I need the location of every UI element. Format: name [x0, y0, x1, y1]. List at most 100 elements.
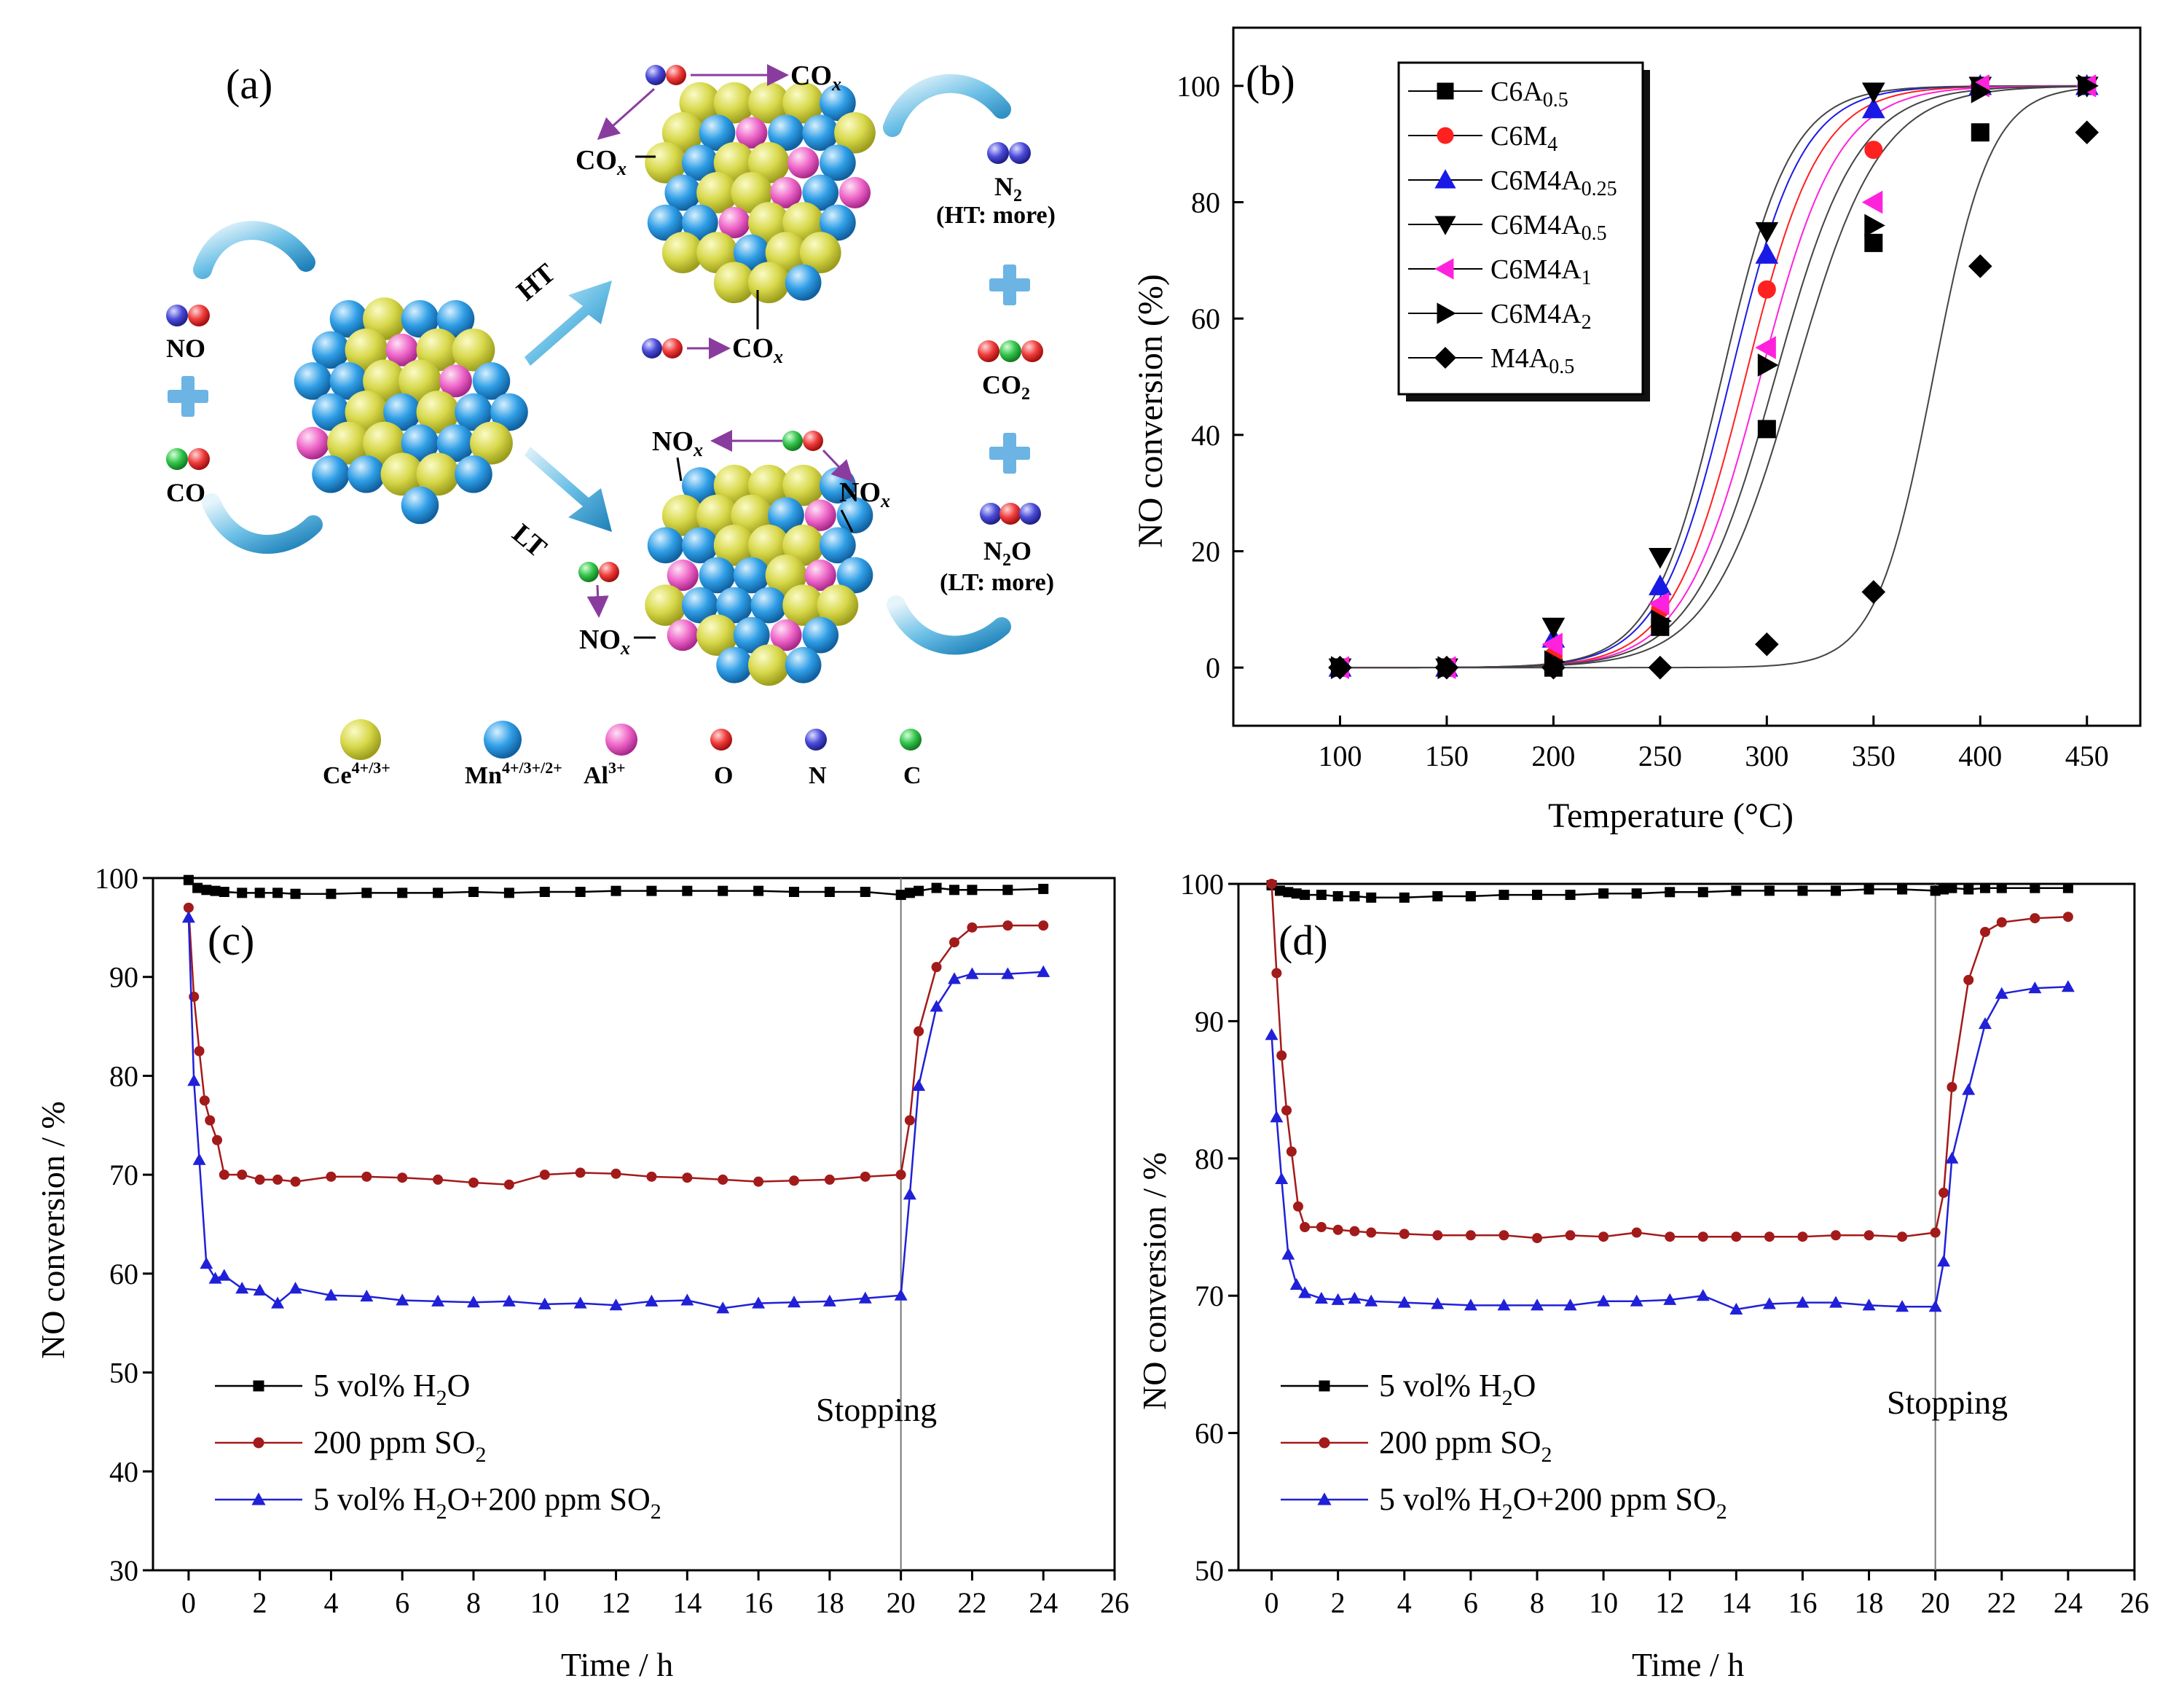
- ce-atom: [470, 421, 513, 465]
- ce-atom: [713, 262, 755, 304]
- data-point: [539, 1170, 550, 1180]
- data-point: [1271, 968, 1282, 979]
- x-tick-label: 150: [1425, 740, 1469, 772]
- data-point: [254, 1174, 265, 1185]
- data-point: [965, 967, 979, 979]
- atom-legend-label: Al3+: [584, 759, 626, 789]
- ce-atom: [380, 453, 424, 496]
- legend-marker: [1317, 1492, 1332, 1505]
- data-point: [1281, 1247, 1295, 1260]
- y-tick-label: 50: [109, 1357, 138, 1390]
- x-tick-label: 16: [1788, 1586, 1817, 1619]
- ce-atom: [363, 421, 406, 465]
- data-point: [1797, 1231, 1808, 1242]
- legend-label: 5 vol% H2O+200 ppm SO2: [1379, 1481, 1727, 1524]
- mn-atom: [682, 587, 718, 624]
- legend-marker: [1434, 346, 1457, 369]
- data-point: [1332, 890, 1343, 901]
- legend-label: C6M4A2: [1490, 299, 1592, 334]
- n2o-label: N2O: [983, 536, 1032, 570]
- data-point: [646, 1171, 657, 1182]
- data-point: [431, 1294, 445, 1307]
- atom-legend-label: C: [903, 762, 922, 789]
- data-point: [1649, 574, 1672, 595]
- panel-a-schematic: (a) NO CO HT LT COx: [166, 60, 1056, 789]
- data-point: [271, 1296, 285, 1309]
- data-point: [1697, 1231, 1708, 1242]
- data-point: [682, 885, 693, 896]
- data-point: [1498, 890, 1509, 901]
- legend-label: C6M4: [1490, 121, 1558, 156]
- curved-arrow-icon: [193, 221, 315, 279]
- data-point: [1729, 1302, 1743, 1315]
- data-point: [787, 1296, 801, 1308]
- mn-atom: [682, 144, 718, 181]
- data-point: [1432, 890, 1443, 901]
- x-tick-label: 12: [602, 1586, 631, 1619]
- mn-atom: [682, 467, 718, 504]
- ce-atom: [765, 555, 807, 596]
- data-point: [610, 885, 621, 896]
- mn-atom: [401, 486, 439, 525]
- reactant-co-label: CO: [166, 478, 205, 507]
- data-point: [1332, 1224, 1343, 1235]
- data-point: [1980, 882, 1990, 893]
- data-point: [192, 1153, 206, 1165]
- plus-icon: [168, 376, 208, 417]
- data-point: [1764, 885, 1775, 896]
- data-point: [183, 874, 194, 885]
- mn-atom: [733, 234, 770, 271]
- data-point: [1366, 1227, 1377, 1238]
- data-point: [1996, 882, 2007, 893]
- data-point: [1797, 885, 1808, 896]
- x-tick-label: 100: [1318, 740, 1362, 772]
- data-point: [199, 1095, 210, 1106]
- data-point: [1348, 1291, 1362, 1304]
- al-atom: [804, 499, 836, 531]
- data-point: [502, 1294, 516, 1307]
- ce-atom: [645, 141, 686, 184]
- data-point: [397, 1172, 408, 1183]
- data-point: [1349, 1226, 1360, 1237]
- c-legend-icon: [900, 729, 922, 751]
- data-point: [1286, 1146, 1297, 1157]
- data-point: [1755, 222, 1779, 243]
- data-point: [217, 1269, 231, 1281]
- data-point: [1864, 233, 1883, 252]
- data-point: [360, 1289, 374, 1302]
- data-point: [219, 1170, 229, 1180]
- chart-legend: C6A0.5C6M4C6M4A0.25C6M4A0.5C6M4A1C6M4A2M…: [1397, 61, 1650, 401]
- n-legend-icon: [805, 729, 827, 751]
- data-point: [789, 887, 799, 897]
- x-tick-label: 200: [1531, 740, 1575, 772]
- data-point: [503, 888, 514, 898]
- data-point: [949, 937, 959, 948]
- ce-atom: [748, 262, 790, 304]
- al-atom: [770, 619, 802, 651]
- data-point: [575, 1167, 586, 1178]
- ce-atom: [748, 141, 790, 184]
- mn-atom: [785, 646, 822, 683]
- data-point: [1531, 1298, 1544, 1311]
- mn-atom: [383, 393, 421, 431]
- y-tick-label: 100: [95, 862, 138, 895]
- data-point: [1328, 655, 1352, 680]
- data-point: [1289, 1277, 1303, 1290]
- data-point: [914, 1026, 924, 1037]
- data-point: [205, 1115, 216, 1126]
- mn-atom: [768, 497, 804, 534]
- al-atom: [787, 146, 820, 179]
- atom-legend-label: O: [714, 762, 733, 789]
- data-point: [1971, 79, 1992, 103]
- ce-atom: [713, 524, 755, 566]
- mn-atom: [820, 144, 856, 181]
- data-point: [235, 1282, 249, 1294]
- mn-atom: [802, 174, 839, 211]
- ce-atom: [345, 328, 388, 372]
- data-point: [1598, 888, 1609, 899]
- data-point: [931, 962, 942, 973]
- fit-curves: [1340, 85, 2087, 669]
- data-point: [2061, 980, 2075, 992]
- x-axis-label: Temperature (°C): [1548, 796, 1794, 835]
- x-tick-label: 18: [815, 1586, 844, 1619]
